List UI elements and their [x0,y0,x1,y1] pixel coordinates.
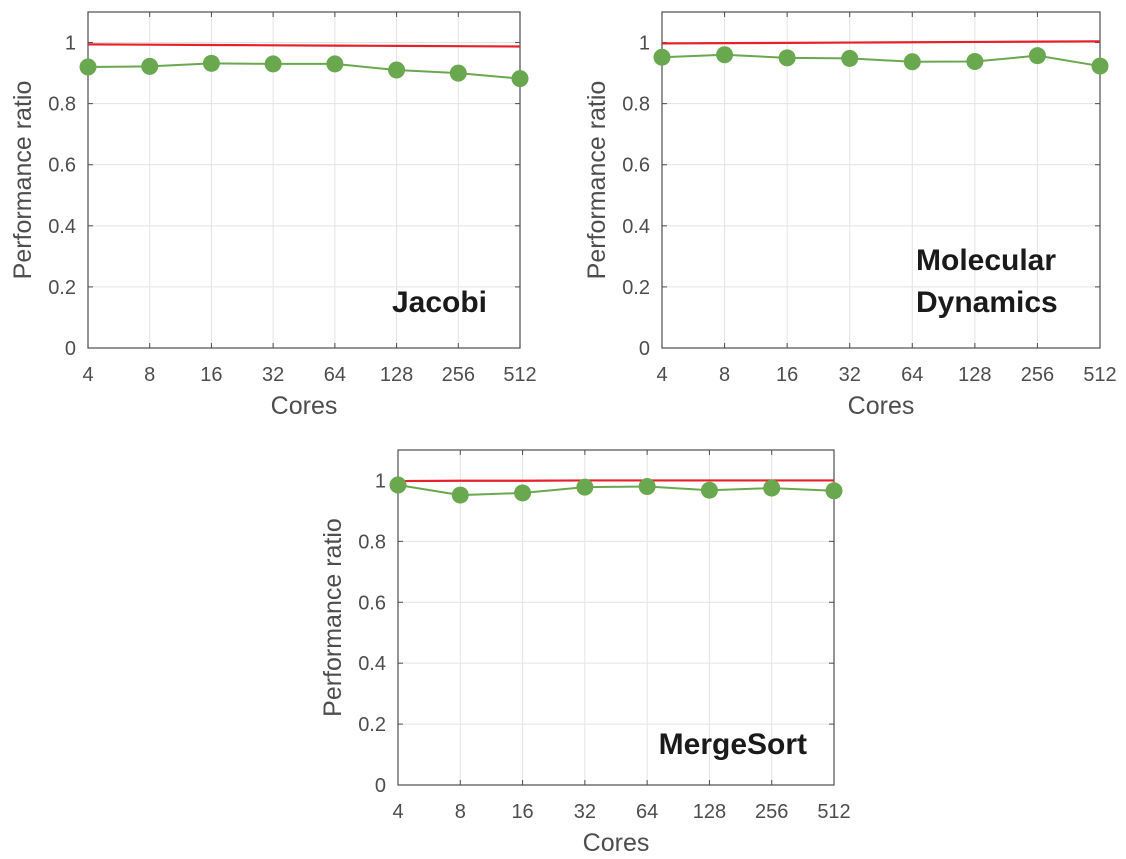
y-tick-label: 0 [639,338,650,360]
y-axis-label: Performance ratio [9,81,37,280]
y-tick-label: 1 [65,33,76,55]
x-tick-label: 64 [324,364,346,386]
x-tick-label: 128 [958,364,991,386]
x-tick-label: 512 [1083,364,1116,386]
y-tick-label: 0 [65,338,76,360]
x-tick-label: 16 [200,364,222,386]
x-tick-label: 4 [392,801,403,823]
y-tick-label: 0.6 [358,592,386,614]
x-axis-label: Cores [583,829,650,857]
chart-annotation: Molecular [916,244,1056,277]
data-point-marker [825,482,843,500]
x-tick-label: 4 [82,364,93,386]
data-point-marker [389,476,407,494]
plot-area-frame [87,11,521,349]
chart-panel-mergesort: 4 8 16 32 64 128 256 512 0 0.2 0.4 0.6 0.8 1 Cores Perf… [319,449,851,857]
x-tick-label: 256 [1021,364,1054,386]
data-point-marker [202,54,220,72]
x-axis-label: Cores [271,392,338,420]
x-tick-label: 256 [755,801,788,823]
plot-area-frame [397,449,835,786]
data-point-marker [451,486,469,504]
y-tick-label: 0.8 [622,94,650,116]
series-line-green [397,484,835,497]
chart-annotation: Jacobi [392,286,487,319]
x-tick-label: 64 [901,364,923,386]
data-point-marker [638,478,656,496]
y-tick-label: 0.2 [48,277,76,299]
data-point-marker [326,55,344,73]
series-line-green [87,62,521,80]
y-tick-label: 0.4 [622,216,650,238]
data-point-marker [449,64,467,82]
x-tick-label: 8 [144,364,155,386]
x-tick-label: 32 [839,364,861,386]
chart-panel-jacobi: 4 8 16 32 64 128 256 512 0 0.2 0.4 0.6 0.8 1 Cores Perf… [9,11,537,420]
chart-annotation: Dynamics [916,286,1058,319]
y-axis-label: Performance ratio [583,81,611,280]
data-point-marker [903,53,921,71]
x-tick-label: 8 [719,364,730,386]
data-point-marker [141,57,159,75]
x-tick-label: 512 [817,801,850,823]
y-axis-label: Performance ratio [319,518,347,717]
data-point-marker [264,55,282,73]
data-point-marker [511,70,529,88]
x-tick-label: 32 [574,801,596,823]
x-tick-label: 512 [503,364,536,386]
chart-panel-molecular-dynamics: 4 8 16 32 64 128 256 512 0 0.2 0.4 0.6 0.8 1 Cores Perf… [583,11,1117,420]
y-tick-label: 0.4 [358,653,386,675]
series-line-green [661,53,1101,68]
data-point-marker [763,479,781,497]
data-point-marker [388,61,406,79]
data-point-marker [841,49,859,67]
x-tick-label: 8 [455,801,466,823]
data-point-marker [514,484,532,502]
data-point-marker [576,478,594,496]
x-tick-label: 128 [380,364,413,386]
x-axis-label: Cores [848,392,915,420]
y-tick-label: 0.8 [358,531,386,553]
x-tick-label: 64 [636,801,658,823]
y-tick-label: 0.8 [48,94,76,116]
x-tick-label: 128 [693,801,726,823]
series-line-red [661,40,1101,45]
chart-annotation: MergeSort [659,728,807,761]
data-point-marker [966,52,984,70]
data-point-marker [79,58,97,76]
data-point-marker [1091,57,1109,75]
y-tick-label: 1 [375,470,386,492]
y-tick-label: 0.2 [622,277,650,299]
data-point-marker [778,49,796,67]
y-tick-label: 0.6 [622,155,650,177]
y-tick-label: 0.4 [48,216,76,238]
x-tick-label: 16 [511,801,533,823]
data-point-marker [1028,47,1046,65]
series-line-red [87,43,521,48]
x-tick-label: 256 [442,364,475,386]
y-tick-label: 1 [639,33,650,55]
series-line-red [397,479,834,483]
plot-area-frame [661,11,1101,349]
x-tick-label: 4 [656,364,667,386]
data-point-marker [653,48,671,66]
y-tick-label: 0.2 [358,714,386,736]
data-point-marker [716,46,734,64]
y-tick-label: 0.6 [48,155,76,177]
x-tick-label: 32 [262,364,284,386]
x-tick-label: 16 [776,364,798,386]
data-point-marker [700,481,718,499]
y-tick-label: 0 [375,775,386,797]
